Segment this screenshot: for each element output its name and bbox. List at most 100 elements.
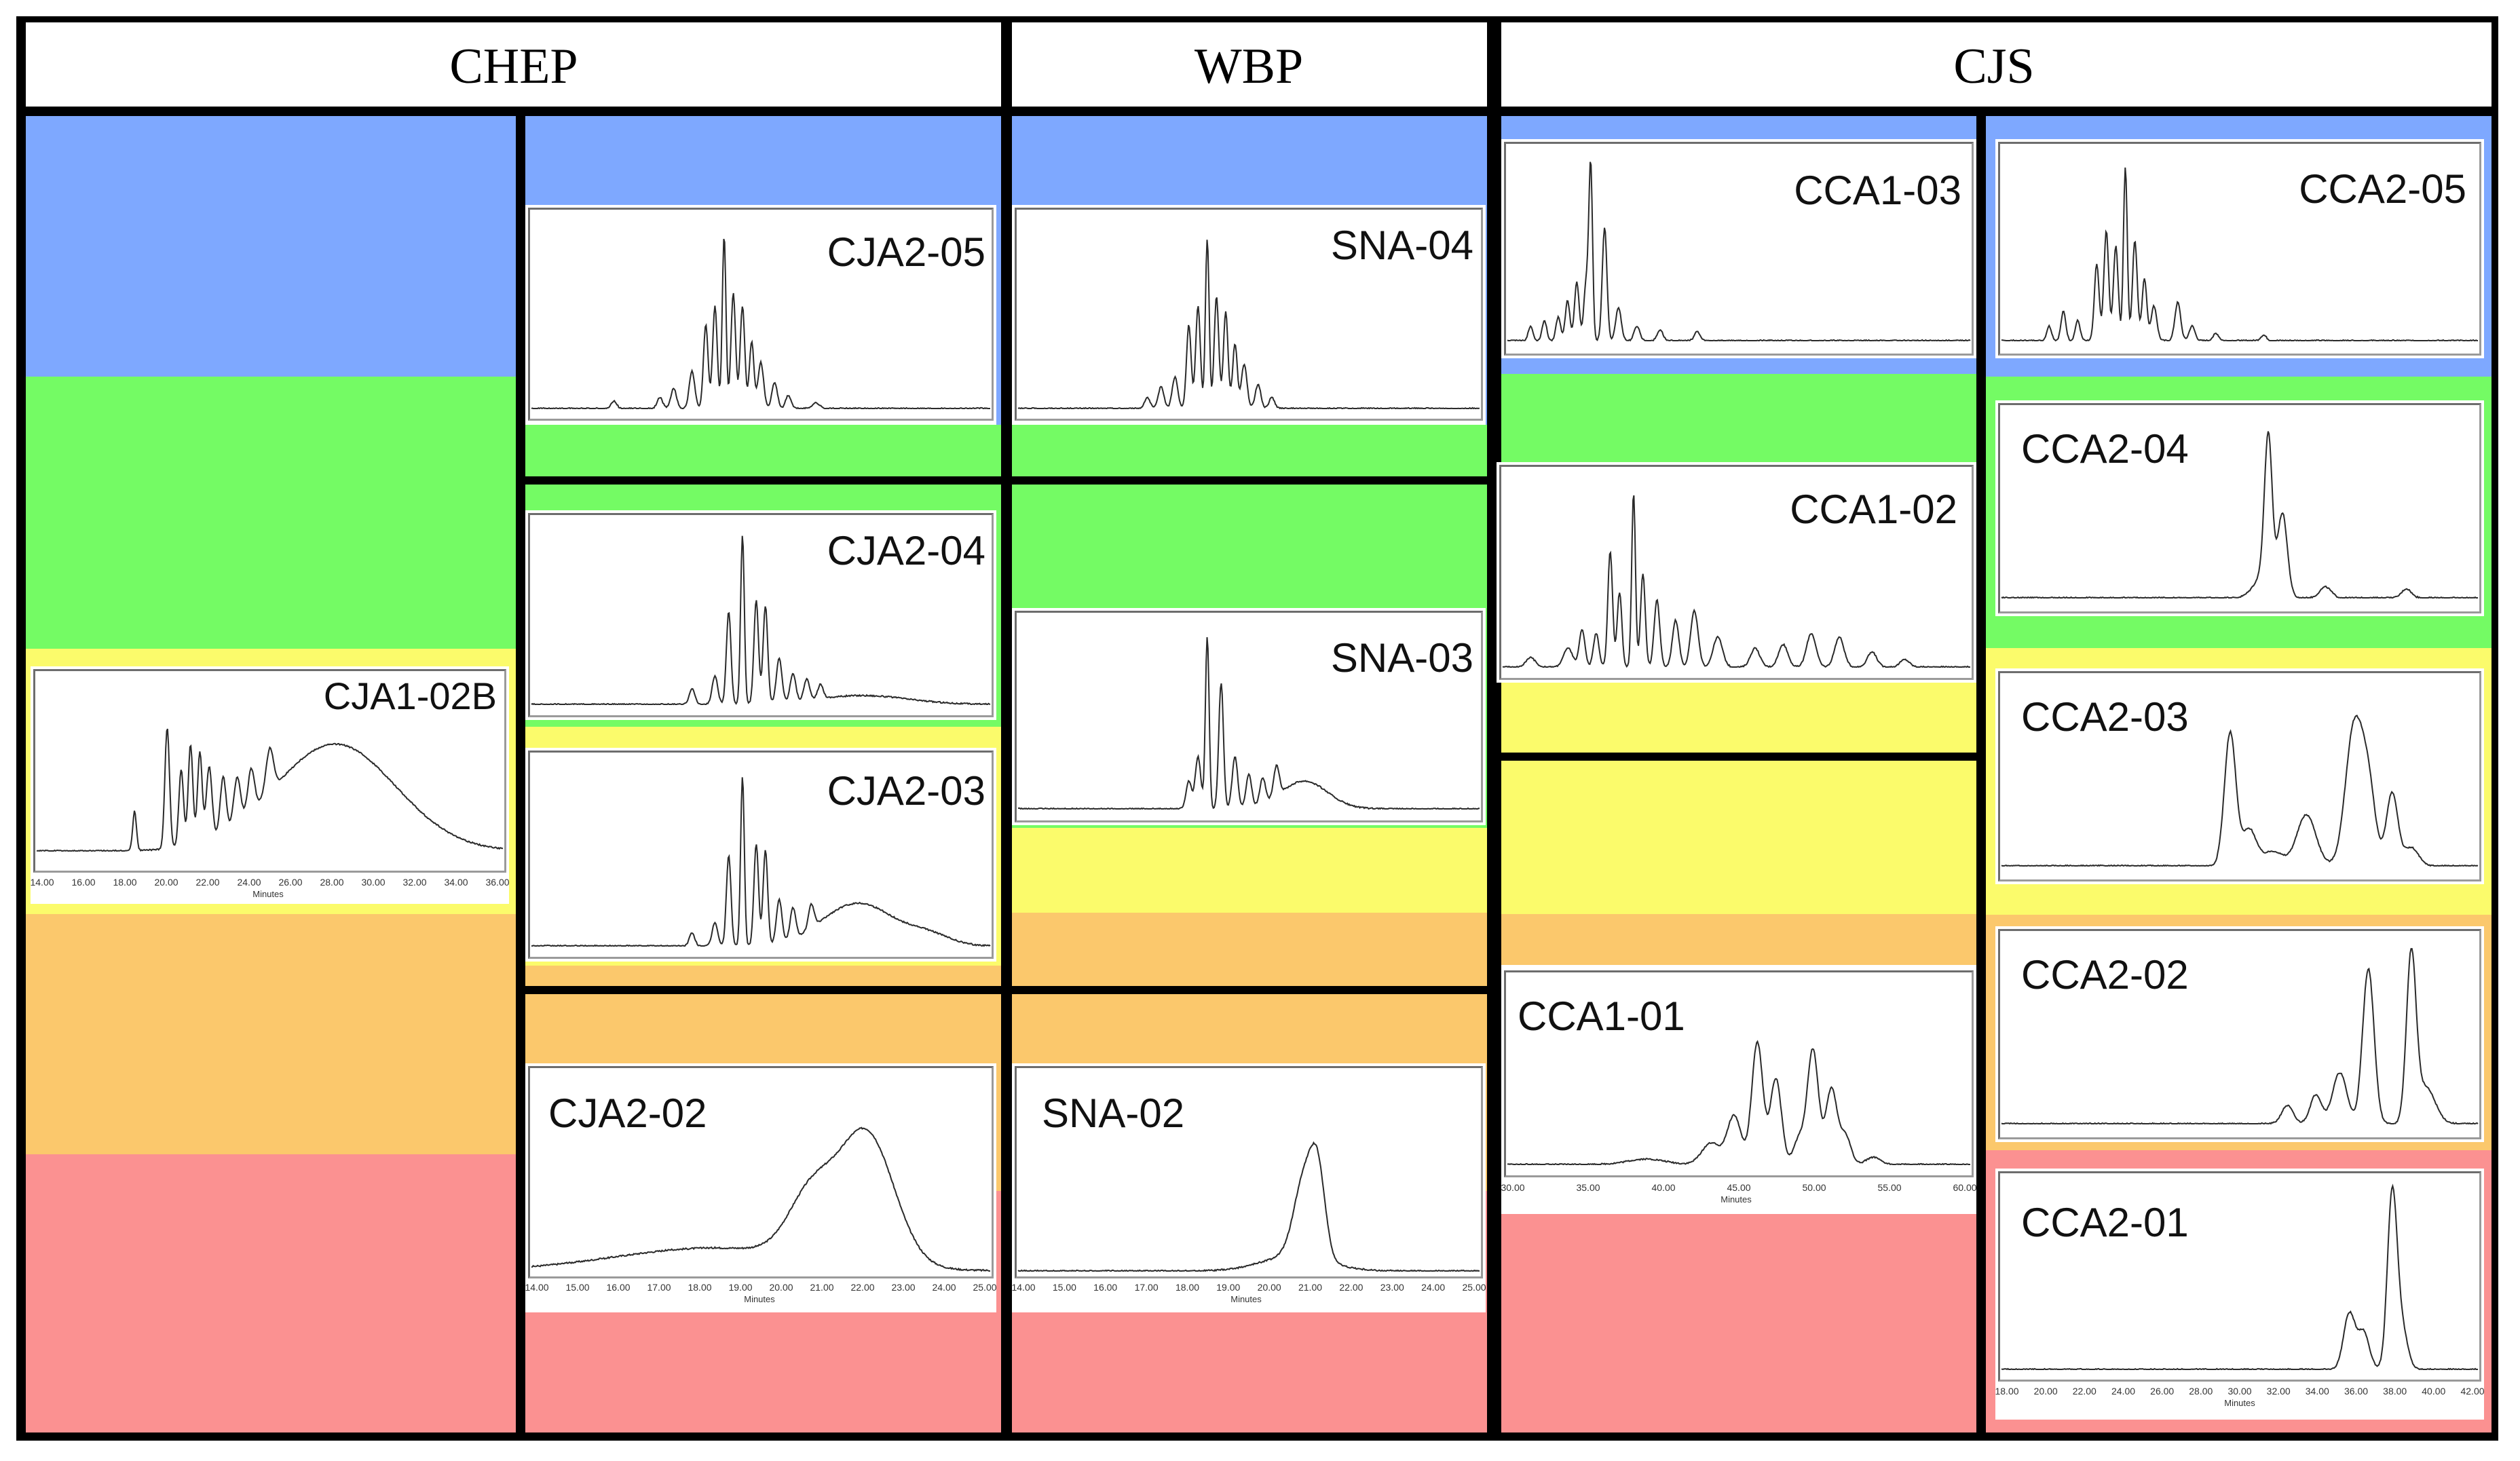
frame-line (16, 1432, 2497, 1441)
x-tick-label: 16.00 (606, 1282, 631, 1293)
frame-line (516, 112, 525, 1441)
plot-frame (1015, 611, 1483, 822)
x-tick-label: 30.00 (361, 877, 385, 888)
x-tick-label: 22.00 (195, 877, 220, 888)
panel-label: CCA2-01 (2021, 1200, 2189, 1245)
x-tick-label: 15.00 (565, 1282, 590, 1293)
trace-line (2001, 167, 2478, 342)
x-tick-label: 20.00 (154, 877, 178, 888)
trace-line (1017, 637, 1480, 810)
plot-frame (1998, 142, 2481, 356)
panel-label: CCA2-03 (2021, 694, 2189, 740)
chromatogram-panel: CJA2-04 (525, 510, 996, 720)
chromatogram-panel: CCA2-04 (1995, 400, 2484, 616)
x-tick-label: 20.00 (1257, 1282, 1281, 1293)
header-cjs: CJS (1953, 39, 2035, 94)
x-tick-label: 32.00 (2266, 1386, 2291, 1397)
band-yellow (1012, 828, 1487, 913)
trace-line (531, 238, 990, 410)
panel-label: SNA-04 (1330, 223, 1473, 268)
x-tick-label: 18.00 (688, 1282, 712, 1293)
x-tick-label: 36.00 (2344, 1386, 2369, 1397)
frame-line (516, 986, 1487, 994)
plot-frame (1015, 208, 1483, 421)
chromatogram-panel: CJA2-05 (525, 205, 996, 425)
x-tick-label: 18.00 (1175, 1282, 1200, 1293)
plot-frame (1504, 970, 1974, 1177)
x-tick-label: 16.00 (1093, 1282, 1118, 1293)
panel-label: CJA2-02 (548, 1090, 707, 1136)
x-tick-label: 60.00 (1953, 1182, 1977, 1193)
panel-label: CCA1-03 (1794, 168, 1961, 213)
trace-line (1507, 1040, 1970, 1166)
frame-line (16, 16, 2497, 22)
x-tick-label: 18.00 (1995, 1386, 2019, 1397)
band-yellow (1501, 761, 1976, 914)
plot-frame (1015, 1066, 1483, 1278)
panel-label: CCA2-02 (2021, 952, 2189, 998)
trace-svg (1017, 637, 1480, 810)
band-orange (26, 914, 516, 1154)
x-axis-title: Minutes (252, 889, 284, 899)
header-chep: CHEP (449, 39, 578, 94)
panel-label: SNA-02 (1042, 1090, 1185, 1136)
x-tick-label: 20.00 (769, 1282, 793, 1293)
trace-svg (2001, 431, 2478, 599)
x-tick-row: 14.00 15.00 16.00 17.00 18.00 19.00 20.00 21.00… (1011, 1282, 1486, 1294)
band-red (26, 1154, 516, 1436)
x-tick-label: 28.00 (2189, 1386, 2213, 1397)
plot-frame (1998, 671, 2481, 881)
x-tick-label: 19.00 (1216, 1282, 1241, 1293)
trace-svg (1502, 495, 1970, 668)
trace-svg (2001, 715, 2479, 867)
panel-label: CCA2-04 (2021, 426, 2189, 472)
trace-line (1502, 495, 1970, 668)
plot-frame (528, 751, 994, 959)
x-tick-label: 20.00 (2033, 1386, 2058, 1397)
x-tick-label: 14.00 (525, 1282, 549, 1293)
chromatogram-panel: SNA-02 14.00 15.00 16.00 17.00 18.00 19.00 20.… (1011, 1063, 1486, 1312)
x-tick-label: 22.00 (850, 1282, 875, 1293)
trace-line (2001, 715, 2479, 867)
panel-label: CCA1-01 (1518, 993, 1685, 1039)
frame-line (516, 476, 1487, 485)
chromatogram-panel: CCA2-03 (1995, 668, 2484, 884)
x-tick-label: 21.00 (1298, 1282, 1323, 1293)
trace-line (2001, 1183, 2478, 1371)
chromatogram-panel: CCA2-01 18.00 20.00 22.00 24.00 26.00 28.00 30… (1995, 1169, 2485, 1420)
trace-svg (531, 535, 991, 706)
band-blue (26, 116, 516, 377)
band-orange (1012, 913, 1487, 986)
plot-frame (1998, 1171, 2481, 1382)
panel-label: CJA2-05 (827, 229, 985, 275)
x-tick-label: 38.00 (2383, 1386, 2407, 1397)
trace-line (36, 728, 504, 852)
x-axis-title: Minutes (1720, 1194, 1752, 1204)
trace-svg (1017, 1141, 1480, 1272)
panel-label: CCA1-02 (1790, 487, 1957, 532)
x-tick-label: 23.00 (1380, 1282, 1404, 1293)
frame-line (1487, 16, 1501, 1441)
x-tick-label: 28.00 (320, 877, 344, 888)
x-tick-label: 26.00 (2150, 1386, 2175, 1397)
panel-label: CJA2-04 (827, 528, 985, 573)
x-axis-title: Minutes (1230, 1294, 1262, 1304)
x-tick-label: 35.00 (1576, 1182, 1600, 1193)
trace-line (531, 777, 991, 947)
x-tick-label: 22.00 (2072, 1386, 2096, 1397)
x-tick-label: 24.00 (2111, 1386, 2136, 1397)
trace-svg (1017, 240, 1480, 410)
x-tick-label: 45.00 (1727, 1182, 1751, 1193)
trace-line (1507, 162, 1971, 342)
plot-frame (528, 208, 994, 421)
trace-svg (2001, 948, 2479, 1125)
x-tick-label: 34.00 (2305, 1386, 2329, 1397)
panel-label: CJA2-03 (827, 768, 985, 814)
trace-svg (1507, 1040, 1970, 1166)
chromatogram-panel: CCA2-05 (1995, 139, 2484, 358)
x-tick-label: 24.00 (237, 877, 261, 888)
panel-label: SNA-03 (1330, 635, 1473, 681)
trace-svg (2001, 1183, 2478, 1371)
x-tick-row: 14.00 16.00 18.00 20.00 22.00 24.00 26.00 28.00… (30, 877, 509, 889)
chromatogram-panel: SNA-03 (1012, 608, 1486, 825)
